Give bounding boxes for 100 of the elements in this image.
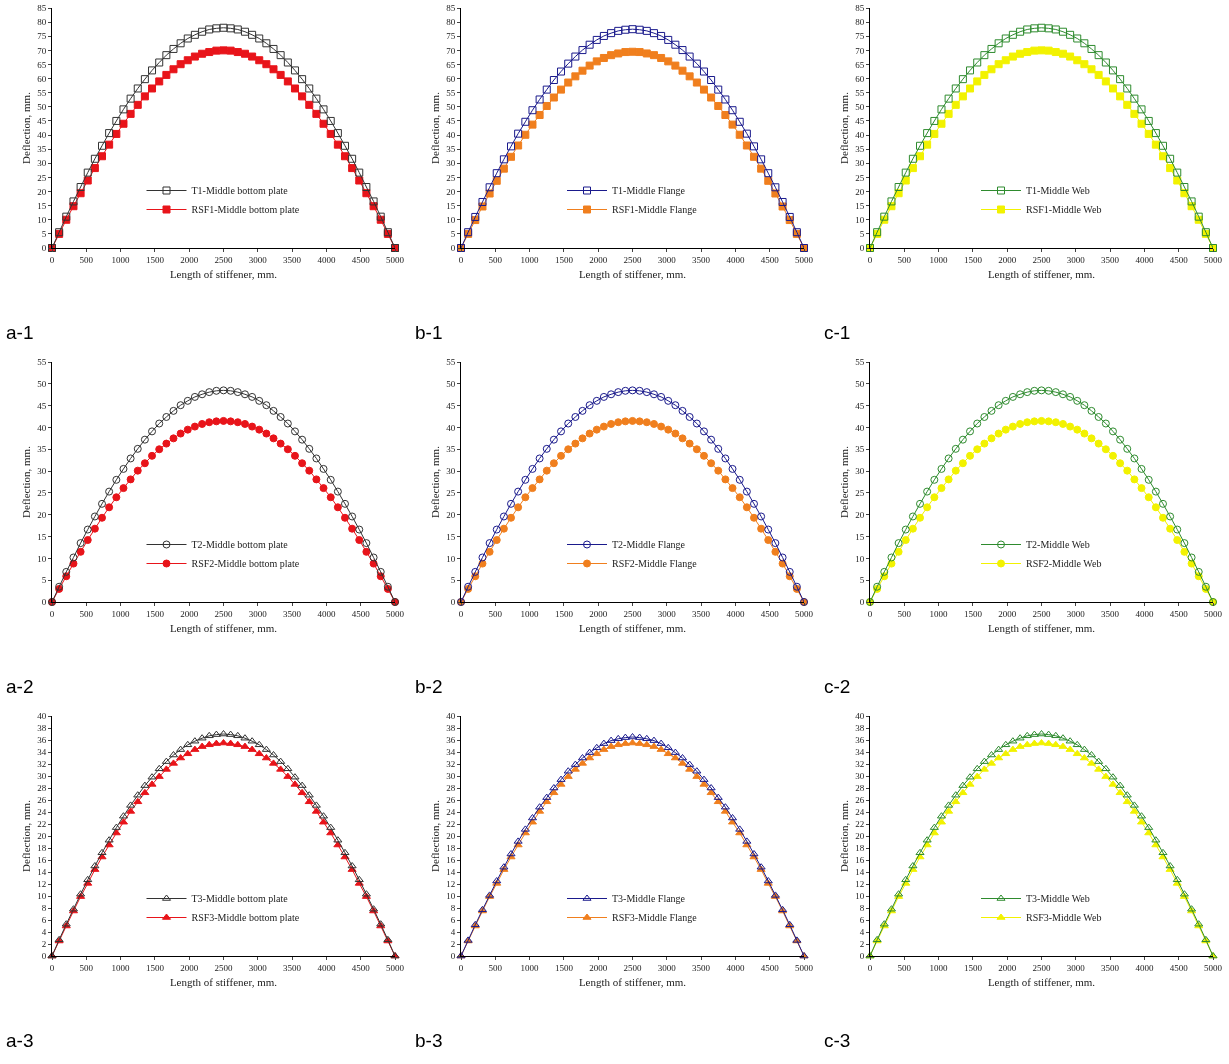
y-tick-label: 30 — [37, 158, 47, 169]
x-tick-label: 2000 — [998, 962, 1017, 973]
y-tick-label: 10 — [37, 553, 47, 564]
y-tick-label: 30 — [37, 771, 47, 782]
y-tick-label: 24 — [855, 807, 865, 818]
x-tick-label: 2500 — [214, 254, 233, 265]
y-tick-label: 16 — [37, 855, 47, 866]
y-tick-label: 16 — [446, 855, 456, 866]
y-tick-label: 10 — [37, 214, 47, 225]
y-tick-label: 20 — [855, 509, 865, 520]
x-tick-label: 3000 — [248, 254, 268, 265]
x-tick-label: 0 — [49, 608, 55, 619]
legend-label: T3-Middle Flange — [612, 893, 686, 905]
y-tick-label: 50 — [37, 378, 47, 389]
y-tick-label: 20 — [446, 509, 456, 520]
y-tick-label: 38 — [446, 723, 456, 734]
legend-label: RSF3-Middle Flange — [612, 912, 698, 924]
legend-label: RSF1-Middle Flange — [612, 204, 698, 216]
y-tick-label: 10 — [446, 214, 456, 225]
x-tick-label: 0 — [867, 962, 873, 973]
x-tick-label: 4000 — [1135, 254, 1154, 265]
y-tick-label: 45 — [37, 400, 47, 411]
y-tick-label: 15 — [37, 531, 47, 542]
x-tick-label: 5000 — [386, 608, 405, 619]
y-tick-label: 0 — [859, 951, 865, 962]
y-tick-label: 38 — [37, 723, 47, 734]
legend-label: RSF3-Middle bottom plate — [191, 912, 300, 924]
x-tick-label: 500 — [897, 254, 912, 265]
y-tick-label: 20 — [37, 186, 47, 197]
y-tick-label: 40 — [855, 422, 865, 433]
x-tick-label: 1500 — [554, 962, 574, 973]
x-tick-label: 2500 — [623, 254, 642, 265]
x-tick-label: 4500 — [351, 962, 371, 973]
y-tick-label: 5 — [450, 229, 456, 240]
y-tick-label: 35 — [446, 144, 456, 155]
y-axis-title: Deflection, mm. — [428, 799, 441, 872]
x-tick-label: 2000 — [180, 962, 199, 973]
x-tick-label: 3500 — [692, 254, 711, 265]
y-tick-label: 75 — [446, 31, 456, 42]
x-tick-label: 3000 — [1066, 254, 1086, 265]
y-tick-label: 45 — [446, 400, 456, 411]
y-tick-label: 5 — [859, 575, 865, 586]
x-tick-label: 4000 — [317, 962, 336, 973]
x-tick-label: 3500 — [1101, 962, 1120, 973]
y-tick-label: 0 — [450, 951, 456, 962]
x-tick-label: 3500 — [692, 608, 711, 619]
legend-label: T2-Middle bottom plate — [191, 539, 289, 551]
y-tick-label: 20 — [446, 186, 456, 197]
x-axis-title: Length of stiffener, mm. — [169, 268, 278, 280]
x-tick-label: 500 — [79, 962, 94, 973]
y-tick-label: 34 — [446, 747, 456, 758]
y-tick-label: 70 — [855, 45, 865, 56]
x-tick-label: 500 — [488, 608, 503, 619]
y-tick-label: 8 — [41, 903, 47, 914]
y-tick-label: 12 — [37, 879, 47, 890]
text: b-1 — [415, 322, 443, 343]
y-tick-label: 28 — [37, 783, 47, 794]
y-tick-label: 50 — [446, 378, 456, 389]
y-tick-label: 22 — [446, 819, 456, 830]
x-axis-title: Length of stiffener, mm. — [578, 622, 687, 634]
x-tick-label: 3000 — [248, 962, 268, 973]
y-tick-label: 20 — [37, 509, 47, 520]
y-tick-label: 40 — [37, 711, 47, 722]
x-tick-label: 2000 — [180, 608, 199, 619]
legend-label: T3-Middle Web — [1026, 893, 1090, 905]
y-tick-label: 60 — [855, 73, 865, 84]
x-tick-label: 3000 — [248, 608, 268, 619]
x-tick-label: 5000 — [795, 962, 814, 973]
y-tick-label: 12 — [855, 879, 865, 890]
y-tick-label: 20 — [37, 831, 47, 842]
x-tick-label: 3500 — [1101, 608, 1120, 619]
legend-label: RSF2-Middle bottom plate — [191, 558, 300, 570]
y-tick-label: 12 — [446, 879, 456, 890]
x-tick-label: 500 — [488, 254, 503, 265]
y-tick-label: 25 — [855, 172, 865, 183]
x-tick-label: 4000 — [726, 254, 745, 265]
y-tick-label: 34 — [855, 747, 865, 758]
y-tick-label: 30 — [446, 158, 456, 169]
x-tick-label: 4500 — [351, 254, 371, 265]
x-tick-label: 2000 — [998, 608, 1017, 619]
x-tick-label: 4500 — [760, 608, 780, 619]
y-tick-label: 20 — [855, 186, 865, 197]
y-tick-label: 34 — [37, 747, 47, 758]
x-tick-label: 3500 — [692, 962, 711, 973]
x-tick-label: 1000 — [520, 254, 540, 265]
x-tick-label: 2000 — [998, 254, 1017, 265]
y-tick-label: 40 — [446, 422, 456, 433]
legend-label: T3-Middle bottom plate — [191, 893, 289, 905]
y-tick-label: 40 — [855, 711, 865, 722]
x-tick-label: 1000 — [520, 608, 540, 619]
y-tick-label: 38 — [855, 723, 865, 734]
x-tick-label: 4500 — [1169, 962, 1189, 973]
y-tick-label: 35 — [37, 144, 47, 155]
y-tick-label: 36 — [37, 735, 47, 746]
y-tick-label: 55 — [855, 87, 865, 98]
y-tick-label: 4 — [41, 927, 47, 938]
x-tick-label: 3000 — [657, 962, 677, 973]
y-tick-label: 22 — [37, 819, 47, 830]
y-tick-label: 18 — [37, 843, 47, 854]
y-tick-label: 15 — [446, 200, 456, 211]
